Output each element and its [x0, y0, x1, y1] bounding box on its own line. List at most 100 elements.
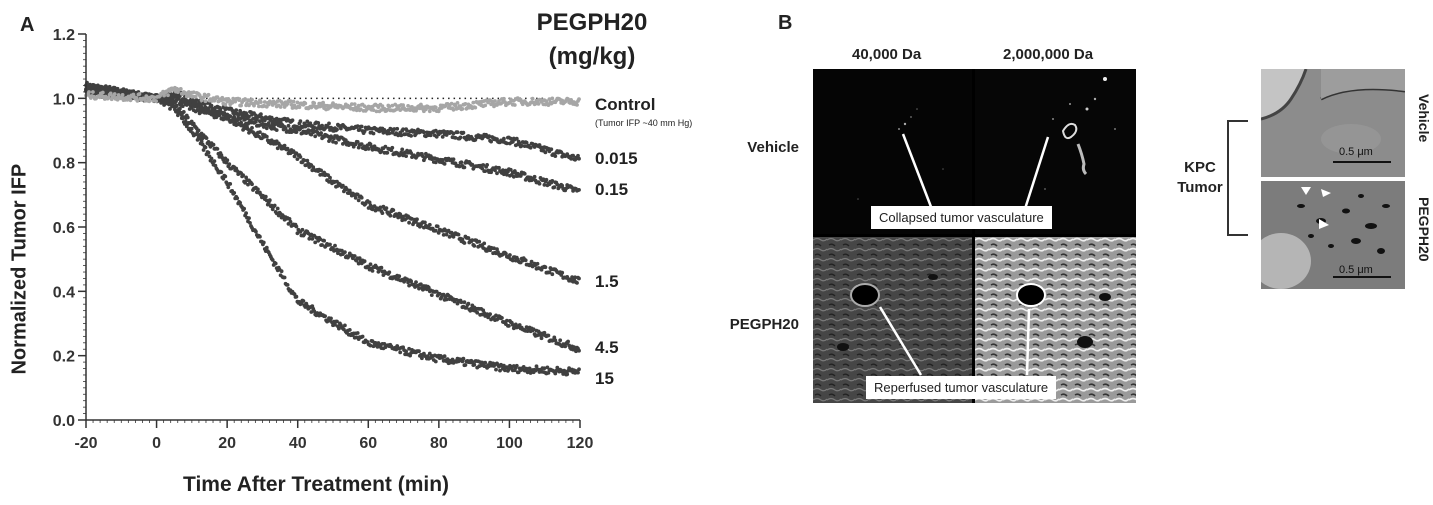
data-point — [451, 131, 456, 136]
data-point — [497, 99, 501, 103]
data-point — [552, 185, 557, 190]
callout-reperfused: Reperfused tumor vasculature — [866, 376, 1057, 399]
data-point — [542, 366, 547, 371]
data-point — [505, 318, 509, 323]
data-point — [440, 135, 445, 139]
data-point — [532, 174, 537, 179]
data-point — [470, 238, 475, 243]
data-point — [497, 165, 501, 170]
data-point — [219, 170, 224, 175]
data-point — [545, 365, 550, 370]
data-point — [176, 113, 180, 118]
kpc-label-line1: KPC — [1184, 159, 1216, 176]
data-point — [331, 139, 335, 144]
data-point — [226, 185, 231, 190]
data-point — [566, 97, 570, 101]
data-point — [449, 230, 454, 235]
data-point — [441, 233, 446, 237]
data-point — [339, 126, 343, 131]
data-point — [435, 224, 440, 229]
data-point — [359, 195, 364, 200]
data-point — [396, 215, 401, 220]
data-point — [206, 150, 211, 155]
data-point — [547, 97, 552, 101]
data-point — [344, 187, 349, 192]
x-tick-label: 80 — [430, 435, 448, 452]
data-point — [426, 285, 431, 290]
data-point — [392, 127, 397, 131]
data-point — [524, 140, 529, 145]
data-point — [513, 322, 518, 327]
x-tick-label: 120 — [567, 435, 594, 452]
micro-pegph20-2m — [975, 237, 1136, 403]
data-point — [480, 166, 485, 171]
data-point — [362, 104, 367, 109]
data-point — [385, 150, 390, 155]
data-point — [546, 333, 551, 338]
control-note: (Tumor IFP ~40 mm Hg) — [595, 118, 693, 128]
data-point — [473, 105, 478, 110]
data-point — [466, 301, 471, 306]
data-point — [318, 237, 323, 242]
data-point — [522, 144, 527, 149]
data-point — [212, 159, 217, 164]
data-point — [166, 93, 170, 98]
data-point — [383, 144, 388, 149]
data-point — [442, 354, 447, 359]
data-point — [384, 206, 389, 211]
data-point — [337, 326, 341, 331]
data-point — [456, 232, 461, 237]
chart-title-line1: PEGPH20 — [536, 9, 648, 36]
data-point — [291, 99, 296, 104]
data-point — [352, 102, 357, 106]
data-point — [209, 103, 214, 108]
series-4.5 — [84, 83, 581, 354]
data-point — [524, 366, 529, 371]
data-point — [234, 108, 239, 112]
data-point — [201, 148, 206, 152]
data-point — [423, 220, 427, 225]
data-point — [313, 134, 318, 139]
data-point — [410, 105, 414, 109]
data-point — [542, 183, 547, 187]
em-pegph20: 0.5 μm — [1261, 181, 1405, 289]
data-point — [380, 211, 385, 216]
data-point — [544, 99, 549, 103]
data-point — [546, 103, 551, 107]
x-tick-label: 20 — [218, 435, 236, 452]
data-point — [407, 283, 411, 288]
data-point — [297, 105, 302, 110]
data-point — [379, 265, 384, 270]
data-point — [569, 156, 573, 161]
data-point — [422, 130, 426, 135]
data-point — [577, 188, 581, 192]
data-point — [404, 154, 408, 159]
data-point — [362, 259, 367, 264]
series-label-control: Control — [595, 95, 656, 114]
data-point — [333, 243, 337, 248]
data-point — [536, 102, 541, 106]
data-point — [488, 312, 492, 316]
data-point — [415, 217, 419, 222]
data-point — [199, 139, 204, 144]
data-point — [320, 123, 324, 128]
series-layer — [84, 80, 581, 377]
data-point — [535, 261, 540, 266]
data-point — [194, 132, 199, 137]
data-point — [461, 356, 466, 361]
data-point — [505, 141, 509, 146]
data-point — [355, 331, 360, 335]
x-tick-label: 60 — [359, 435, 377, 452]
data-point — [254, 119, 258, 124]
data-point — [410, 217, 414, 221]
data-point — [511, 174, 516, 179]
data-point — [235, 196, 240, 201]
data-point — [292, 126, 297, 131]
data-point — [215, 95, 220, 100]
data-point — [575, 281, 579, 285]
series-0.015 — [84, 80, 581, 162]
data-point — [387, 270, 392, 275]
micro-pegph20-40k — [813, 237, 972, 403]
data-point — [371, 108, 376, 112]
data-point — [461, 130, 466, 135]
